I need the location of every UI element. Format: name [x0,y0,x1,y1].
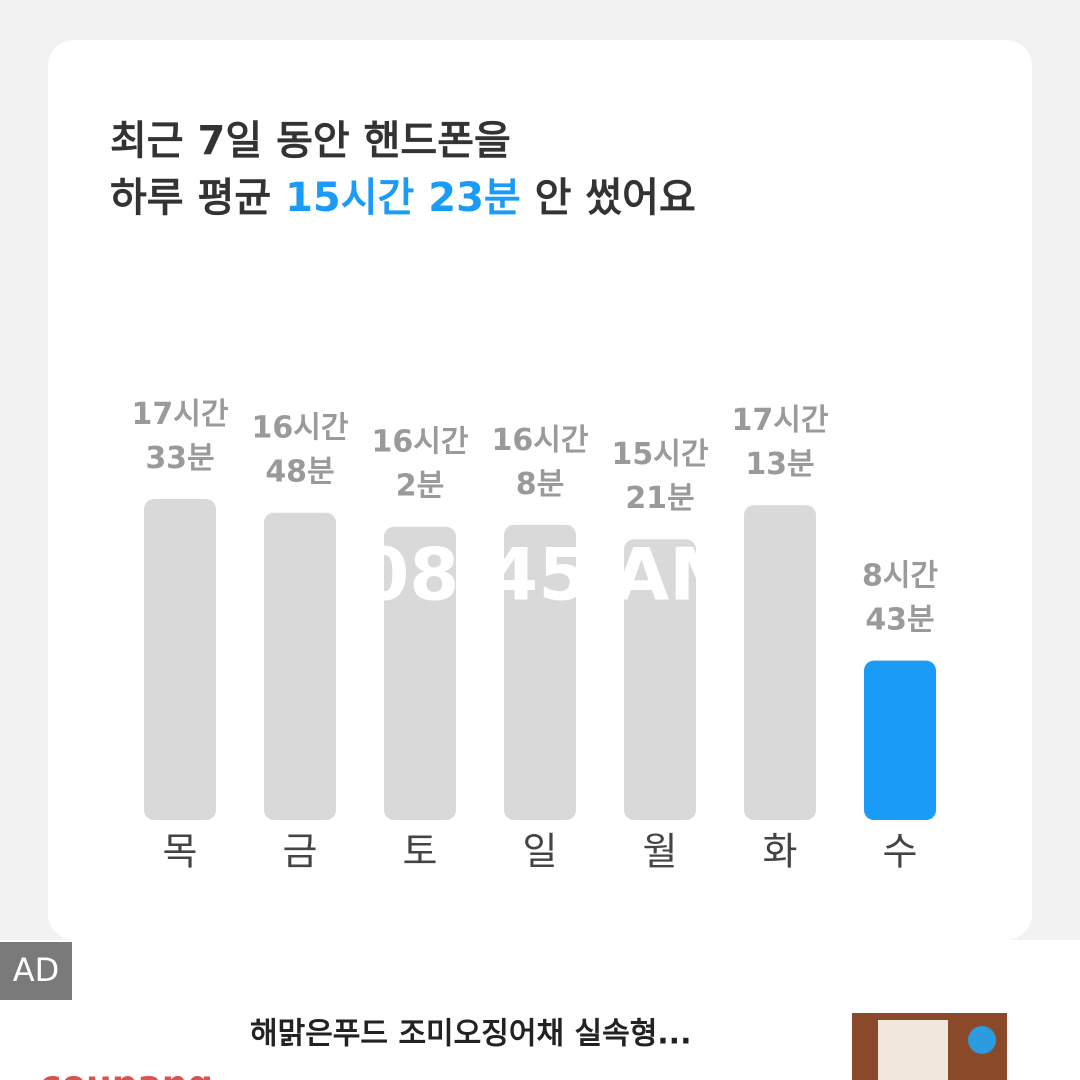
ad-thumbnail-pack [878,1020,948,1080]
value-label: 16시간 2분 [372,424,469,503]
bar [504,524,576,820]
value-label-line: 2분 [396,468,444,503]
ad-badge-text: AD [13,951,60,989]
x-tick-label: 화 [763,830,798,874]
title-part: 하루 평균 [110,175,285,221]
x-tick-label: 수 [883,830,918,874]
value-label-line: 48분 [265,454,334,489]
bar [864,660,936,820]
ad-thumbnail-icon [968,1026,996,1054]
ad-badge [0,942,72,1000]
value-label-line: 43분 [865,602,934,637]
value-label-line: 17시간 [732,403,829,438]
value-label-line: 15시간 [612,437,709,472]
ad-title: 해맑은푸드 조미오징어채 실속형... [250,1017,691,1052]
value-label: 17시간 33분 [132,397,229,476]
x-tick-label: 일 [523,830,558,874]
value-label: 8시간 43분 [862,558,938,637]
title-line: 하루 평균 15시간 23분 안 썼어요 [110,175,696,221]
value-label-line: 8분 [516,466,564,501]
bar [144,499,216,820]
value-label-line: 13분 [745,447,814,482]
value-label-line: 16시간 [252,410,349,445]
x-tick-label: 토 [403,830,438,874]
overlay-time: 08:45 AM [359,533,741,617]
bar [744,505,816,820]
x-tick-label: 목 [163,830,198,874]
value-label-line: 33분 [145,441,214,476]
title-highlight: 15시간 23분 [285,175,521,221]
value-label-line: 17시간 [132,397,229,432]
x-tick-label: 월 [643,830,678,874]
value-label: 15시간 21분 [612,437,709,516]
bar [264,512,336,820]
ad-brand[interactable]: coupang [40,1064,213,1080]
value-label-line: 8시간 [862,558,938,593]
value-label: 16시간 8분 [492,422,589,501]
value-label-line: 16시간 [372,424,469,459]
value-label: 16시간 48분 [252,410,349,489]
title-line: 최근 7일 동안 핸드폰을 [110,118,511,164]
bar [384,526,456,820]
bar [624,539,696,820]
title-part: 안 썼어요 [521,175,696,221]
value-label: 17시간 13분 [732,403,829,482]
value-label-line: 16시간 [492,422,589,457]
value-label-line: 21분 [625,481,694,516]
x-tick-label: 금 [283,830,318,874]
